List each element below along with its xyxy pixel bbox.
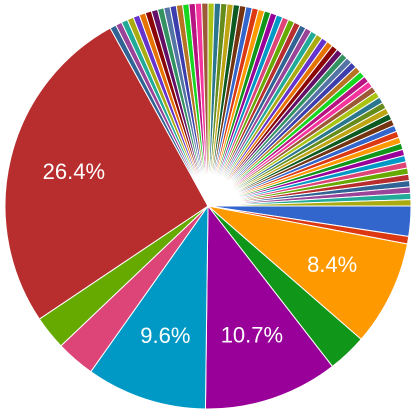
pie-slice	[206, 205, 408, 340]
pie-slice	[4, 27, 209, 320]
slice-label: 8.4%	[307, 252, 357, 277]
pie-slice	[207, 199, 412, 207]
slice-label: 9.6%	[140, 323, 190, 348]
pie-slice	[90, 204, 209, 410]
slice-label: 10.7%	[221, 323, 283, 348]
pie-slice	[204, 204, 334, 410]
slice-label: 26.4%	[43, 159, 105, 184]
